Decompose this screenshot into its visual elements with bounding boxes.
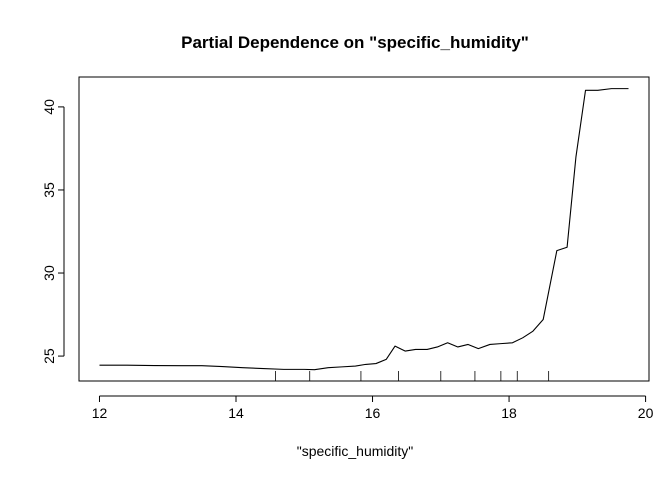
y-tick-label: 25 — [41, 348, 57, 364]
plot-area — [78, 76, 650, 382]
x-tick-label: 12 — [92, 405, 108, 421]
chart-title: Partial Dependence on "specific_humidity… — [181, 33, 529, 52]
x-tick-label: 18 — [501, 405, 517, 421]
y-tick-label: 35 — [41, 182, 57, 198]
y-tick-label: 30 — [41, 265, 57, 281]
x-tick-label: 16 — [365, 405, 381, 421]
series-line — [99, 88, 629, 371]
y-tick-label: 40 — [41, 99, 57, 115]
x-tick-label: 14 — [228, 405, 244, 421]
x-axis: 12 14 16 18 20 — [92, 395, 654, 421]
series-group — [99, 88, 629, 371]
x-axis-label: "specific_humidity" — [297, 443, 414, 459]
y-axis: 25 30 35 40 — [41, 99, 65, 364]
rug-marks — [275, 371, 550, 381]
x-tick-label: 20 — [638, 405, 654, 421]
